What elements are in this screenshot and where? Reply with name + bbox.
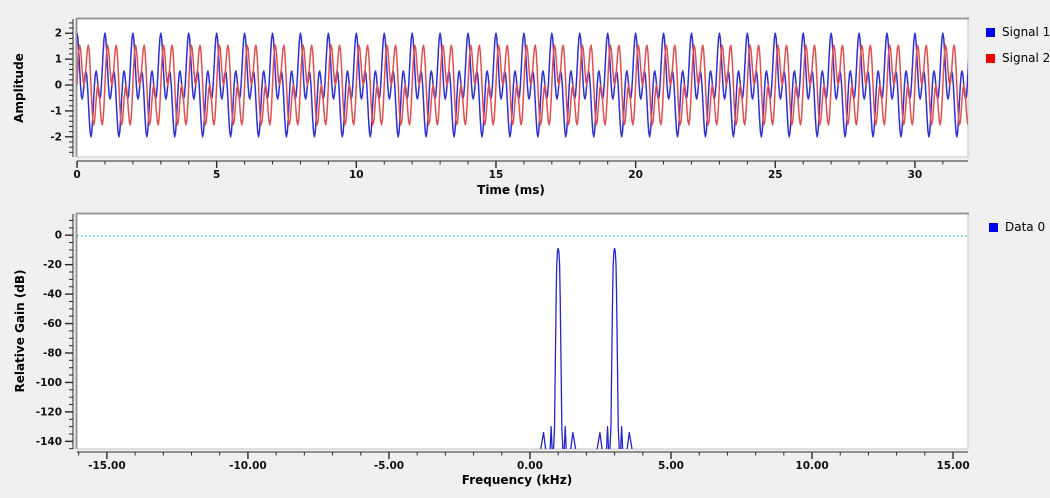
frequency-domain-plot: 0 -20 -40 -60 -80 -100 -120 -140 -15.00 -10.00 -5.…: [36, 212, 970, 472]
svg-text:-10.00: -10.00: [229, 460, 267, 472]
time-domain-plot-y-axis: 2 1 0 -1 -2: [50, 19, 74, 157]
svg-text:20: 20: [628, 169, 643, 181]
svg-text:15: 15: [489, 169, 504, 181]
svg-text:-20: -20: [43, 259, 62, 271]
frequency-domain-plot-canvas[interactable]: [76, 213, 969, 450]
svg-text:0: 0: [55, 80, 62, 92]
time-plot-xlabel: Time (ms): [477, 183, 545, 197]
data0-marker-icon: [989, 223, 998, 232]
svg-text:-15.00: -15.00: [88, 460, 126, 472]
time-domain-plot: 210-1-20 5 10 15 20 25 30: [50, 17, 969, 181]
svg-text:0.00: 0.00: [517, 460, 543, 472]
frequency-domain-plot-y-axis: 0 -20 -40 -60 -80 -100 -120 -140: [36, 214, 74, 450]
signal1-marker-icon: [986, 28, 995, 37]
svg-text:15.00: 15.00: [936, 460, 969, 472]
legend-label-signal2: Signal 2: [1002, 51, 1050, 65]
time-plot-ylabel: Amplitude: [12, 53, 26, 123]
svg-text:5.00: 5.00: [658, 460, 684, 472]
svg-text:30: 30: [908, 169, 923, 181]
svg-text:10: 10: [349, 169, 364, 181]
legend-label-signal1: Signal 1: [1002, 25, 1050, 39]
frequency-domain-plot-x-axis: -15.00 -10.00 -5.00 0.00 5.00 10.00 15.00: [77, 451, 970, 472]
freq-plot-xlabel: Frequency (kHz): [461, 473, 573, 487]
svg-text:10.00: 10.00: [795, 460, 828, 472]
svg-text:-100: -100: [36, 377, 62, 389]
time-domain-plot-x-axis: 0 5 10 15 20 25 30: [73, 160, 968, 181]
freq-plot-legend: Data 0: [989, 220, 1045, 235]
svg-text:0: 0: [73, 169, 80, 181]
svg-text:5: 5: [213, 169, 220, 181]
legend-item-data0[interactable]: Data 0: [989, 220, 1045, 235]
svg-text:2: 2: [55, 28, 62, 40]
legend-label-data0: Data 0: [1005, 220, 1046, 234]
legend-item-signal1[interactable]: Signal 1: [986, 25, 1050, 40]
signal2-marker-icon: [986, 54, 995, 63]
svg-text:-1: -1: [50, 105, 62, 117]
svg-text:-5.00: -5.00: [374, 460, 404, 472]
svg-text:0: 0: [55, 230, 62, 242]
legend-item-signal2[interactable]: Signal 2: [986, 51, 1050, 66]
svg-text:-40: -40: [43, 289, 62, 301]
time-plot-legend: Signal 1 Signal 2: [986, 25, 1050, 66]
svg-text:-60: -60: [43, 318, 62, 330]
svg-text:-80: -80: [43, 347, 62, 359]
svg-text:-2: -2: [50, 131, 62, 143]
frequency-domain-plot-series-0: [540, 247, 633, 449]
freq-plot-ylabel: Relative Gain (dB): [13, 269, 27, 393]
time-domain-plot-series-1: [77, 44, 968, 126]
svg-text:-140: -140: [36, 436, 62, 448]
svg-text:1: 1: [55, 54, 62, 66]
svg-text:-120: -120: [36, 406, 62, 418]
svg-text:25: 25: [768, 169, 783, 181]
